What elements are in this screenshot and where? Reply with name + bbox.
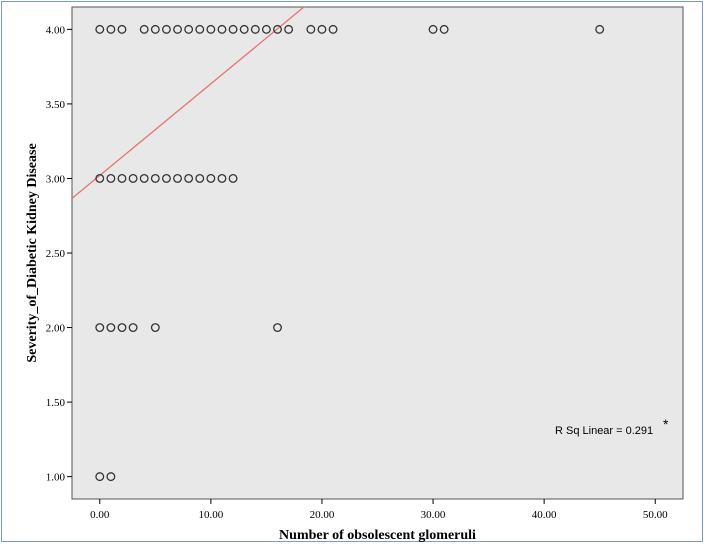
x-axis-title: Number of obsolescent glomeruli <box>279 528 476 543</box>
y-axis-title: Severity_of_Diabetic Kidney Disease <box>25 143 40 362</box>
x-tick-label: 0.00 <box>90 509 110 521</box>
x-tick-label: 50.00 <box>643 509 668 521</box>
y-tick-label: 2.00 <box>46 323 66 335</box>
data-point <box>95 323 105 332</box>
data-point <box>217 174 227 183</box>
data-point <box>184 174 194 183</box>
data-point <box>117 24 127 34</box>
significance-marker: * <box>663 416 669 432</box>
plot-area <box>71 6 684 500</box>
data-point <box>95 24 105 34</box>
data-point <box>261 24 271 34</box>
data-point <box>150 323 160 332</box>
data-point <box>250 24 260 34</box>
data-point <box>306 24 316 34</box>
y-tick-label: 4.00 <box>46 24 66 36</box>
data-point <box>206 24 216 34</box>
y-tick-label: 3.50 <box>46 99 66 111</box>
data-point <box>161 174 171 183</box>
data-point <box>106 174 116 183</box>
data-point <box>228 24 238 34</box>
data-point <box>106 24 116 34</box>
data-point <box>328 24 338 34</box>
r-squared-annotation: R Sq Linear = 0.291 <box>555 425 653 437</box>
data-point <box>317 24 327 34</box>
data-point <box>128 323 138 332</box>
x-tick-label: 20.00 <box>310 509 335 521</box>
data-point <box>117 323 127 332</box>
data-point <box>150 174 160 183</box>
data-point <box>439 24 449 34</box>
data-point <box>595 24 605 34</box>
data-point <box>195 174 205 183</box>
x-tick-label: 30.00 <box>421 509 446 521</box>
data-point <box>273 24 282 34</box>
data-point <box>173 24 182 34</box>
data-point <box>195 24 205 34</box>
data-point <box>128 174 138 183</box>
data-point <box>106 472 116 482</box>
x-tick-label: 10.00 <box>198 509 223 521</box>
data-point <box>273 323 282 332</box>
data-point <box>161 24 171 34</box>
data-point <box>239 24 249 34</box>
data-point <box>150 24 160 34</box>
data-point <box>106 323 116 332</box>
y-tick-label: 3.00 <box>46 173 66 185</box>
data-point <box>117 174 127 183</box>
data-point <box>284 24 294 34</box>
data-point <box>139 24 149 34</box>
data-point <box>173 174 182 183</box>
data-point <box>184 24 194 34</box>
fit-line <box>72 7 305 199</box>
data-point <box>95 472 105 482</box>
x-tick-label: 40.00 <box>532 509 557 521</box>
data-point <box>95 174 105 183</box>
y-tick-label: 1.00 <box>46 472 66 484</box>
y-tick-label: 2.50 <box>46 248 66 260</box>
data-point <box>428 24 438 34</box>
data-point <box>206 174 216 183</box>
data-point <box>139 174 149 183</box>
y-tick-label: 1.50 <box>46 397 66 409</box>
data-point <box>228 174 238 183</box>
data-point <box>217 24 227 34</box>
